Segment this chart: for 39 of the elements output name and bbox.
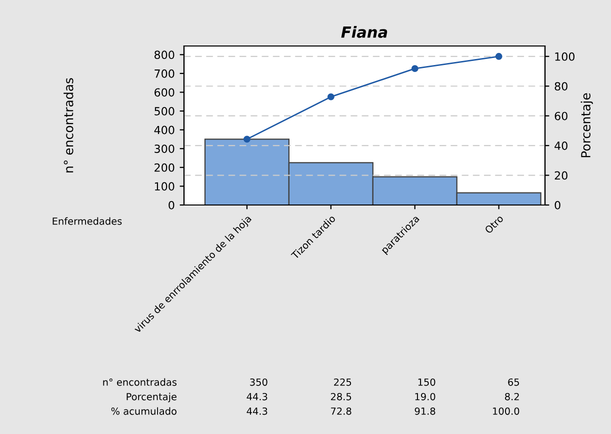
y2-tick-label: 0: [554, 200, 560, 210]
y2-tick-label: 80: [554, 82, 568, 90]
y2-axis-title: Porcentaje: [580, 93, 593, 158]
point: [495, 52, 502, 60]
y2-tick-label: 60: [554, 112, 568, 120]
point: [411, 65, 418, 72]
y-tick-label: 600: [154, 88, 174, 97]
y-tick-label: 500: [154, 107, 174, 116]
text: 28.5: [330, 392, 352, 400]
data-label: 350: [250, 378, 268, 386]
text: n° encontradas: [103, 378, 177, 386]
y-tick-label: 300: [154, 144, 174, 153]
data-label: 44.3: [246, 407, 268, 415]
data-label: 100.0: [493, 407, 520, 415]
y-tick-label: 700: [154, 69, 174, 78]
text: % acumulado: [111, 407, 176, 415]
text: 8.2: [505, 392, 519, 400]
y2-tick-label: 20: [554, 171, 568, 180]
data-label: 72.8: [331, 407, 352, 415]
x-axis-title: Enfermedades: [52, 217, 122, 225]
point: [327, 93, 334, 100]
text: Porcentaje: [126, 392, 176, 402]
text: 19.0: [415, 392, 436, 400]
y-tick-label: 0: [168, 200, 174, 210]
y-tick-label: 100: [154, 182, 174, 191]
text: 44.3: [246, 392, 268, 400]
y-tick-label: 400: [154, 126, 174, 134]
data-label: 65: [508, 378, 519, 386]
chart-title: Fiana: [341, 26, 388, 38]
y2-tick-label: 40: [554, 142, 568, 150]
y-tick-label: 200: [154, 163, 174, 172]
x-tick-label: Otro: [484, 214, 504, 234]
data-label: 91.8: [414, 407, 436, 415]
point: [243, 136, 250, 143]
y2-tick-label: 100: [555, 52, 574, 61]
y-tick-label: 800: [154, 50, 174, 60]
data-label: 225: [334, 378, 352, 386]
y-axis-title: n° encontradas: [64, 78, 74, 172]
data-label: 150: [418, 378, 436, 386]
